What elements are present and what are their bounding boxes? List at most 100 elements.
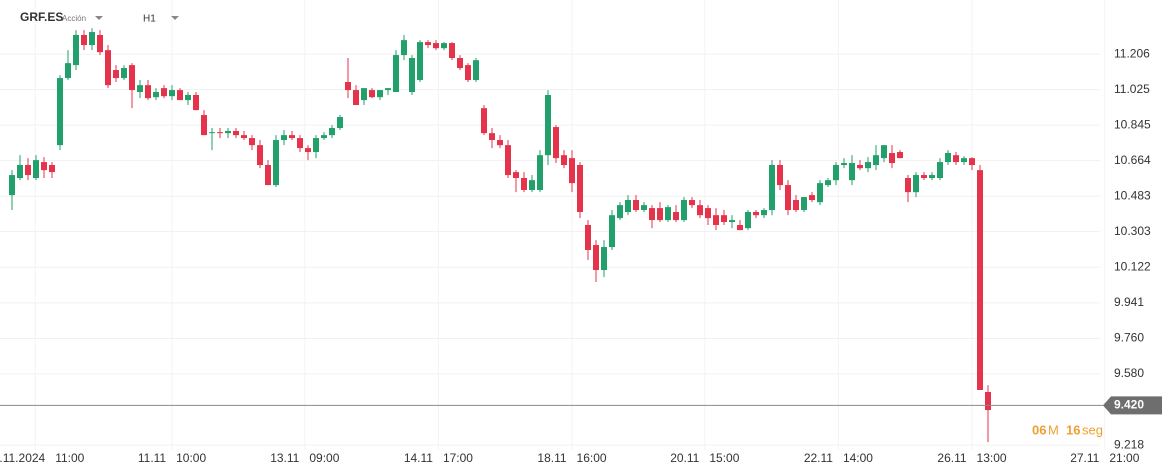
candle-body [737,225,743,231]
candle-body [249,138,255,146]
candle-body [329,128,335,136]
candle-body [953,155,959,163]
candle-body [921,175,927,178]
candle-body [937,162,943,178]
candle-body [265,165,271,186]
candle-body [665,207,671,221]
candle-body [417,42,423,81]
candle-body [721,215,727,223]
candle-body [457,58,463,69]
candle-body [169,90,175,97]
candle-body [713,215,719,225]
candle-body [289,135,295,139]
candle-body [369,90,375,98]
current-price-label: 9.420 [1114,398,1144,412]
candle-body [585,225,591,250]
y-tick-label: 10.845 [1114,117,1151,131]
candle-body [33,160,39,178]
candle-body [617,205,623,219]
y-tick-label: 10.664 [1114,153,1151,167]
timeframe[interactable]: H1 [143,14,156,25]
candle-body [537,155,543,190]
candle-body [121,68,127,79]
candle-body [641,205,647,211]
candle-body [97,35,103,53]
candle-body [529,180,535,190]
candle-body [257,145,263,166]
symbol-dropdown[interactable] [95,16,103,20]
symbol[interactable]: GRF.ES [20,10,63,24]
candle-body [809,195,815,201]
candle-body [345,82,351,91]
countdown-minutes: 06 [1032,422,1046,437]
candle-body [513,172,519,178]
candle-body [649,208,655,221]
candle-body [609,215,615,248]
axes: 11.206 11.025 10.845 10.664 10.483 10.303 10.1… [0,46,1162,465]
candle-body [769,165,775,211]
candle-body [65,63,71,79]
candle-body [209,132,215,134]
candle-body [761,210,767,216]
candle-body [17,165,23,178]
y-tick-label: 10.122 [1114,259,1151,273]
candle-body [929,175,935,178]
candle-body [321,135,327,139]
candle-body [481,108,487,134]
candle-body [305,148,311,153]
candle-body [849,163,855,181]
candle-body [697,205,703,216]
candle-body [577,165,583,213]
candle-body [873,155,879,166]
candle-body [353,90,359,106]
candle-body [113,70,119,79]
countdown-seconds: 16 [1066,422,1080,437]
candle-body [9,175,15,196]
x-tick-label: 14.11 17:00 [404,451,473,465]
candle-body [465,65,471,81]
candle-body [593,245,599,271]
x-tick-label: 22.11 14:00 [804,451,873,465]
candle-body [145,85,151,99]
candle-body [985,391,991,411]
candle-body [857,165,863,169]
candle-body [201,115,207,136]
x-tick-label: 13.11 09:00 [270,451,339,465]
candle-body [241,135,247,139]
x-tick-label: 27.11 21:00 [1070,451,1139,465]
candle-body [273,140,279,186]
candle-body [977,170,983,391]
y-tick-label: 11.206 [1114,46,1150,60]
candle-body [385,88,391,91]
candle-body [777,165,783,186]
candle-body [521,177,527,190]
x-tick-label: 26.11 13:00 [937,451,1006,465]
candle-body [377,90,383,98]
y-tick-label: 10.303 [1114,224,1151,238]
candle-body [969,158,975,166]
candle-body [217,132,223,134]
candle-body [793,200,799,211]
candle-body [569,158,575,184]
candle-body [177,90,183,101]
candle-body [833,165,839,181]
candle-body [49,165,55,173]
candle-body [729,220,735,223]
candle-body [337,117,343,129]
candle-body [633,200,639,211]
candle-body [153,92,159,98]
candle-body [425,42,431,46]
candle-body [361,88,367,101]
candle-body [89,32,95,46]
candle-body [281,135,287,141]
candle-body [601,247,607,271]
candle-body [193,94,199,111]
candle-body [225,130,231,134]
candle-body [73,35,79,66]
candle-body [825,180,831,186]
candle-body [689,200,695,206]
candle-body [889,153,895,164]
countdown-seconds-unit: seg [1082,422,1103,437]
timeframe-dropdown[interactable] [171,16,179,20]
